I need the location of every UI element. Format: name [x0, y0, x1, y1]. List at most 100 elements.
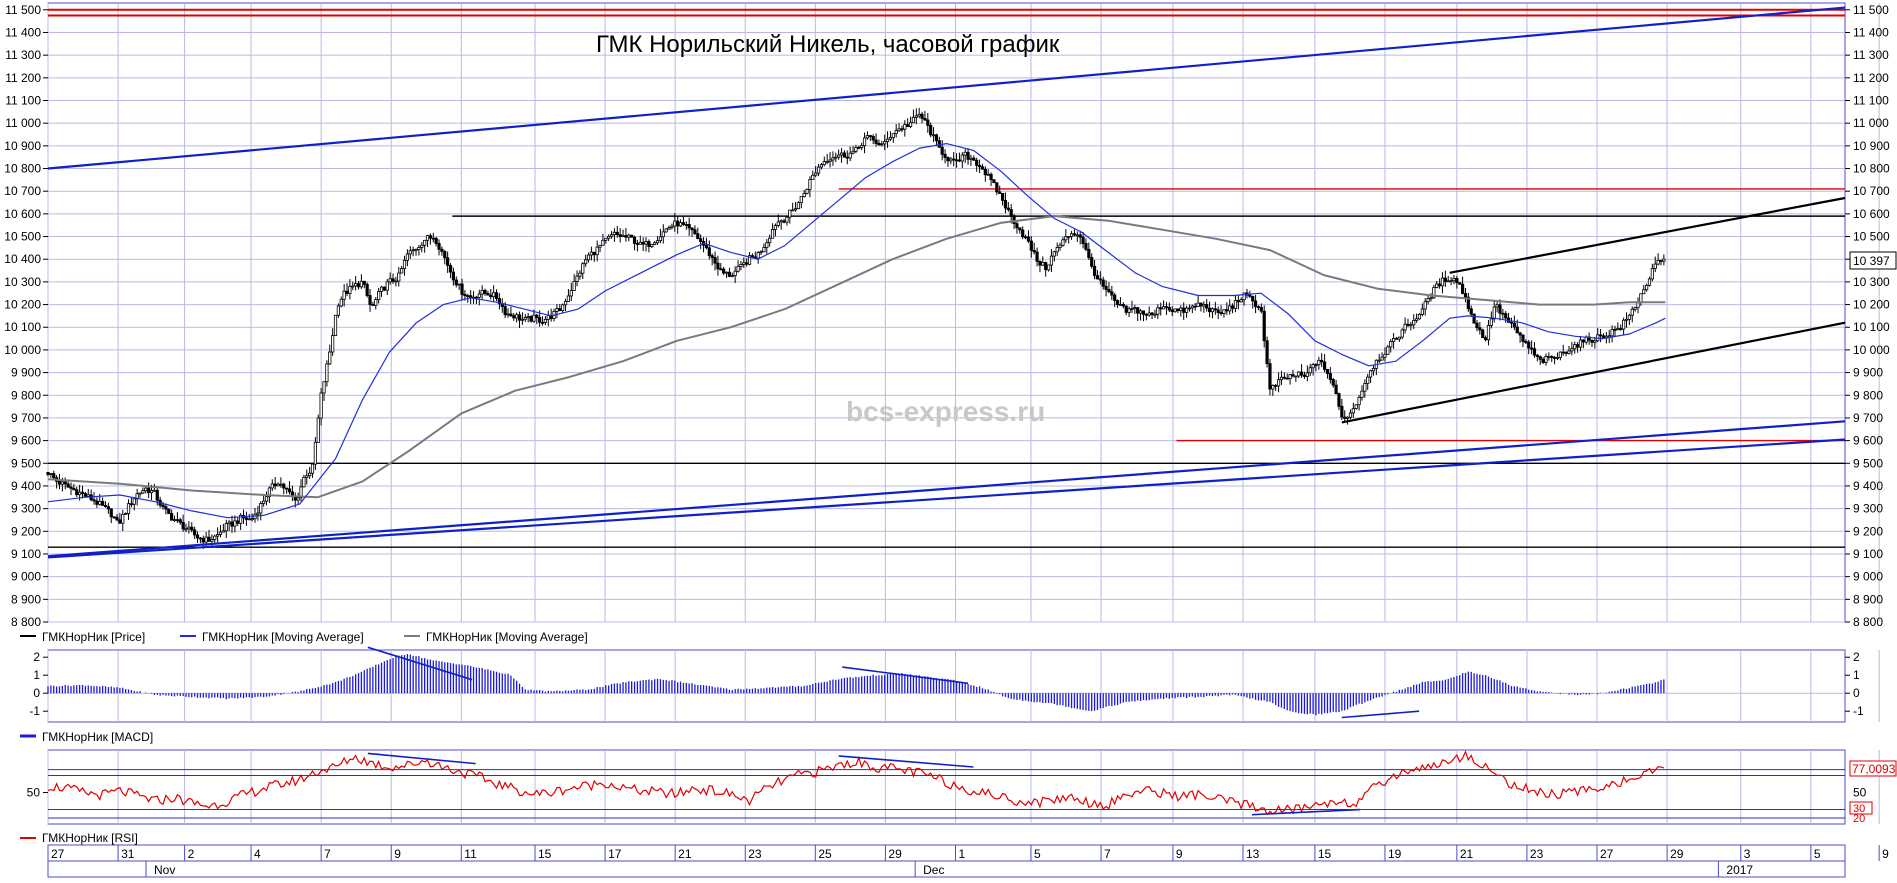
price-bar-body	[336, 305, 340, 316]
price-ytick-label-right: 11 100	[1853, 93, 1889, 107]
price-bar-body	[1038, 260, 1042, 266]
price-ytick-label-left: 10 200	[4, 298, 41, 312]
rsi-trend-line	[367, 752, 476, 765]
price-bar-body	[161, 504, 165, 508]
date-tick-label: 1	[958, 847, 965, 861]
price-bar-body	[1541, 358, 1545, 363]
price-ytick-label-left: 10 100	[4, 320, 41, 334]
month-label: Dec	[923, 863, 944, 877]
price-bar-body	[788, 209, 792, 218]
legend-macd[interactable]: ГМКНорНик [MACD]	[42, 730, 153, 744]
price-bar-body	[1225, 309, 1229, 312]
legend-price[interactable]: ГМКНорНик [Price]	[42, 630, 145, 644]
price-bar-body	[1196, 302, 1200, 307]
ma-fast-line	[47, 143, 1666, 519]
date-tick-label: 5	[1034, 847, 1041, 861]
price-bar-body	[1032, 249, 1036, 253]
price-ytick-label-left: 9 400	[11, 479, 41, 493]
price-bar-body	[906, 124, 910, 127]
macd-trend-line	[842, 666, 969, 685]
price-ytick-label-right: 11 200	[1853, 71, 1889, 85]
price-bar-body	[624, 235, 628, 238]
price-bar-body	[377, 291, 381, 300]
price-trend-line	[47, 420, 1846, 558]
price-bar-body	[1058, 244, 1062, 248]
price-bar-body	[1642, 289, 1646, 295]
macd-panel[interactable]	[47, 649, 1846, 723]
price-bar-body	[842, 152, 847, 158]
price-bar-body	[983, 168, 987, 176]
price-bar-body	[911, 116, 916, 124]
price-bar-body	[1136, 307, 1140, 314]
price-bar-body	[957, 159, 962, 162]
price-ytick-label-right: 10 700	[1853, 184, 1890, 198]
price-bar-body	[992, 179, 996, 184]
price-bar-body	[339, 298, 343, 307]
price-bar-body	[92, 499, 96, 502]
price-bar-body	[1219, 312, 1223, 314]
price-bar-body	[1161, 306, 1166, 310]
price-bar-body	[969, 157, 973, 160]
price-bar-body	[1239, 299, 1243, 303]
legend-ma-fast[interactable]: ГМКНорНик [Moving Average]	[202, 630, 364, 644]
price-bar-body	[747, 255, 752, 265]
price-bar-body	[791, 209, 795, 212]
price-bar-body	[1599, 334, 1603, 337]
price-trend-line	[1449, 196, 1846, 274]
price-bar-body	[60, 481, 64, 485]
price-bar-body	[627, 234, 631, 238]
rsi-30-tag: 30	[1853, 803, 1865, 815]
price-bar-body	[1423, 301, 1427, 310]
price-bar-body	[1435, 283, 1439, 288]
price-bar-body	[885, 138, 890, 143]
price-bar-body	[83, 493, 87, 497]
price-bar-body	[851, 150, 855, 154]
price-trend-line	[1341, 321, 1846, 424]
legend-ma-slow[interactable]: ГМКНорНик [Moving Average]	[426, 630, 588, 644]
price-bar-body	[1305, 372, 1309, 377]
price-bar-body	[167, 508, 171, 514]
price-bar-body	[428, 235, 433, 239]
price-bar-body	[845, 156, 849, 159]
price-bar-body	[1026, 236, 1031, 242]
price-bar-body	[618, 234, 622, 237]
price-bar-body	[434, 237, 438, 244]
price-bar-body	[264, 496, 269, 502]
price-bar-body	[457, 283, 461, 286]
price-bar-body	[1113, 294, 1117, 301]
price-ytick-label-left: 10 700	[4, 184, 41, 198]
price-bar-body	[319, 392, 323, 419]
price-bar-body	[201, 538, 205, 543]
price-bar-body	[811, 174, 815, 181]
price-bar-body	[1578, 339, 1583, 348]
date-tick-label: 21	[678, 847, 692, 861]
price-bar-body	[908, 122, 913, 127]
price-bar-body	[1170, 309, 1174, 313]
price-bar-body	[1619, 328, 1623, 330]
price-bar-body	[354, 283, 358, 287]
date-tick-label: 13	[1246, 847, 1260, 861]
macd-ytick-label-left: -1	[29, 704, 40, 718]
price-bar-body	[1550, 355, 1554, 358]
price-bar-body	[1021, 229, 1025, 238]
price-bar-body	[773, 225, 778, 230]
price-bar-body	[147, 487, 151, 494]
price-bar-body	[1412, 319, 1416, 326]
price-bar-body	[828, 159, 832, 162]
price-bar-body	[1420, 308, 1424, 315]
price-bar-body	[1354, 404, 1358, 410]
price-bar-body	[1110, 291, 1114, 296]
price-bar-body	[1302, 374, 1307, 377]
price-bar-body	[572, 281, 576, 291]
price-bar-body	[1414, 318, 1419, 321]
price-bar-body	[765, 242, 769, 248]
price-bar-body	[382, 286, 386, 291]
legend-rsi[interactable]: ГМКНорНик [RSI]	[42, 831, 138, 845]
price-bar-body	[975, 159, 979, 166]
price-bar-body	[903, 124, 907, 130]
price-bar-body	[1558, 351, 1562, 358]
macd-trend-line	[1341, 710, 1420, 719]
price-bar-body	[170, 513, 174, 521]
price-panel[interactable]	[47, 2, 1846, 623]
price-bar-body	[1049, 255, 1054, 266]
